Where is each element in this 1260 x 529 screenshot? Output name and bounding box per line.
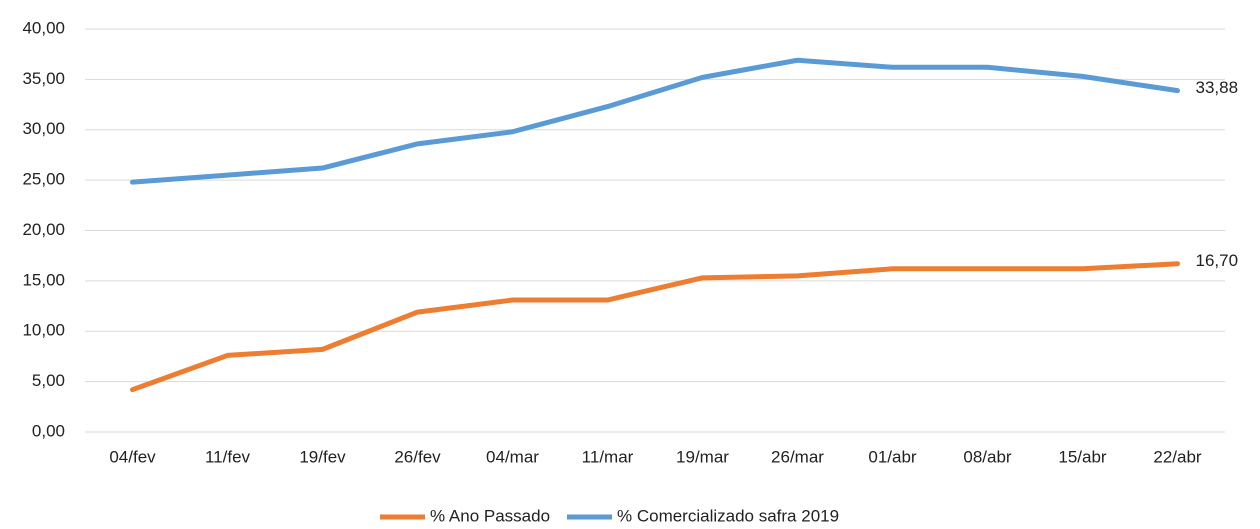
data-label: 33,88 xyxy=(1196,78,1239,97)
x-tick-label: 22/abr xyxy=(1153,447,1202,466)
x-tick-label: 26/fev xyxy=(394,447,441,466)
x-tick-label: 19/fev xyxy=(299,447,346,466)
legend-label: % Ano Passado xyxy=(430,506,550,525)
x-tick-label: 11/fev xyxy=(205,447,251,466)
y-tick-label: 30,00 xyxy=(22,119,65,138)
x-tick-label: 15/abr xyxy=(1058,447,1107,466)
x-tick-label: 11/mar xyxy=(582,447,634,466)
y-tick-label: 20,00 xyxy=(22,220,65,239)
y-tick-label: 0,00 xyxy=(32,421,65,440)
x-tick-label: 04/fev xyxy=(109,447,156,466)
series-line xyxy=(130,261,1180,393)
legend-label: % Comercializado safra 2019 xyxy=(617,506,839,525)
x-tick-label: 08/abr xyxy=(963,447,1012,466)
y-tick-label: 15,00 xyxy=(22,270,65,289)
x-tick-label: 01/abr xyxy=(868,447,917,466)
y-tick-label: 10,00 xyxy=(22,321,65,340)
y-tick-label: 40,00 xyxy=(22,18,65,37)
y-tick-label: 25,00 xyxy=(22,170,65,189)
series-line xyxy=(130,57,1180,185)
data-label: 16,70 xyxy=(1196,251,1239,270)
x-tick-label: 04/mar xyxy=(486,447,539,466)
y-tick-label: 5,00 xyxy=(32,371,65,390)
x-tick-label: 26/mar xyxy=(771,447,824,466)
y-tick-label: 35,00 xyxy=(22,69,65,88)
x-tick-label: 19/mar xyxy=(676,447,729,466)
